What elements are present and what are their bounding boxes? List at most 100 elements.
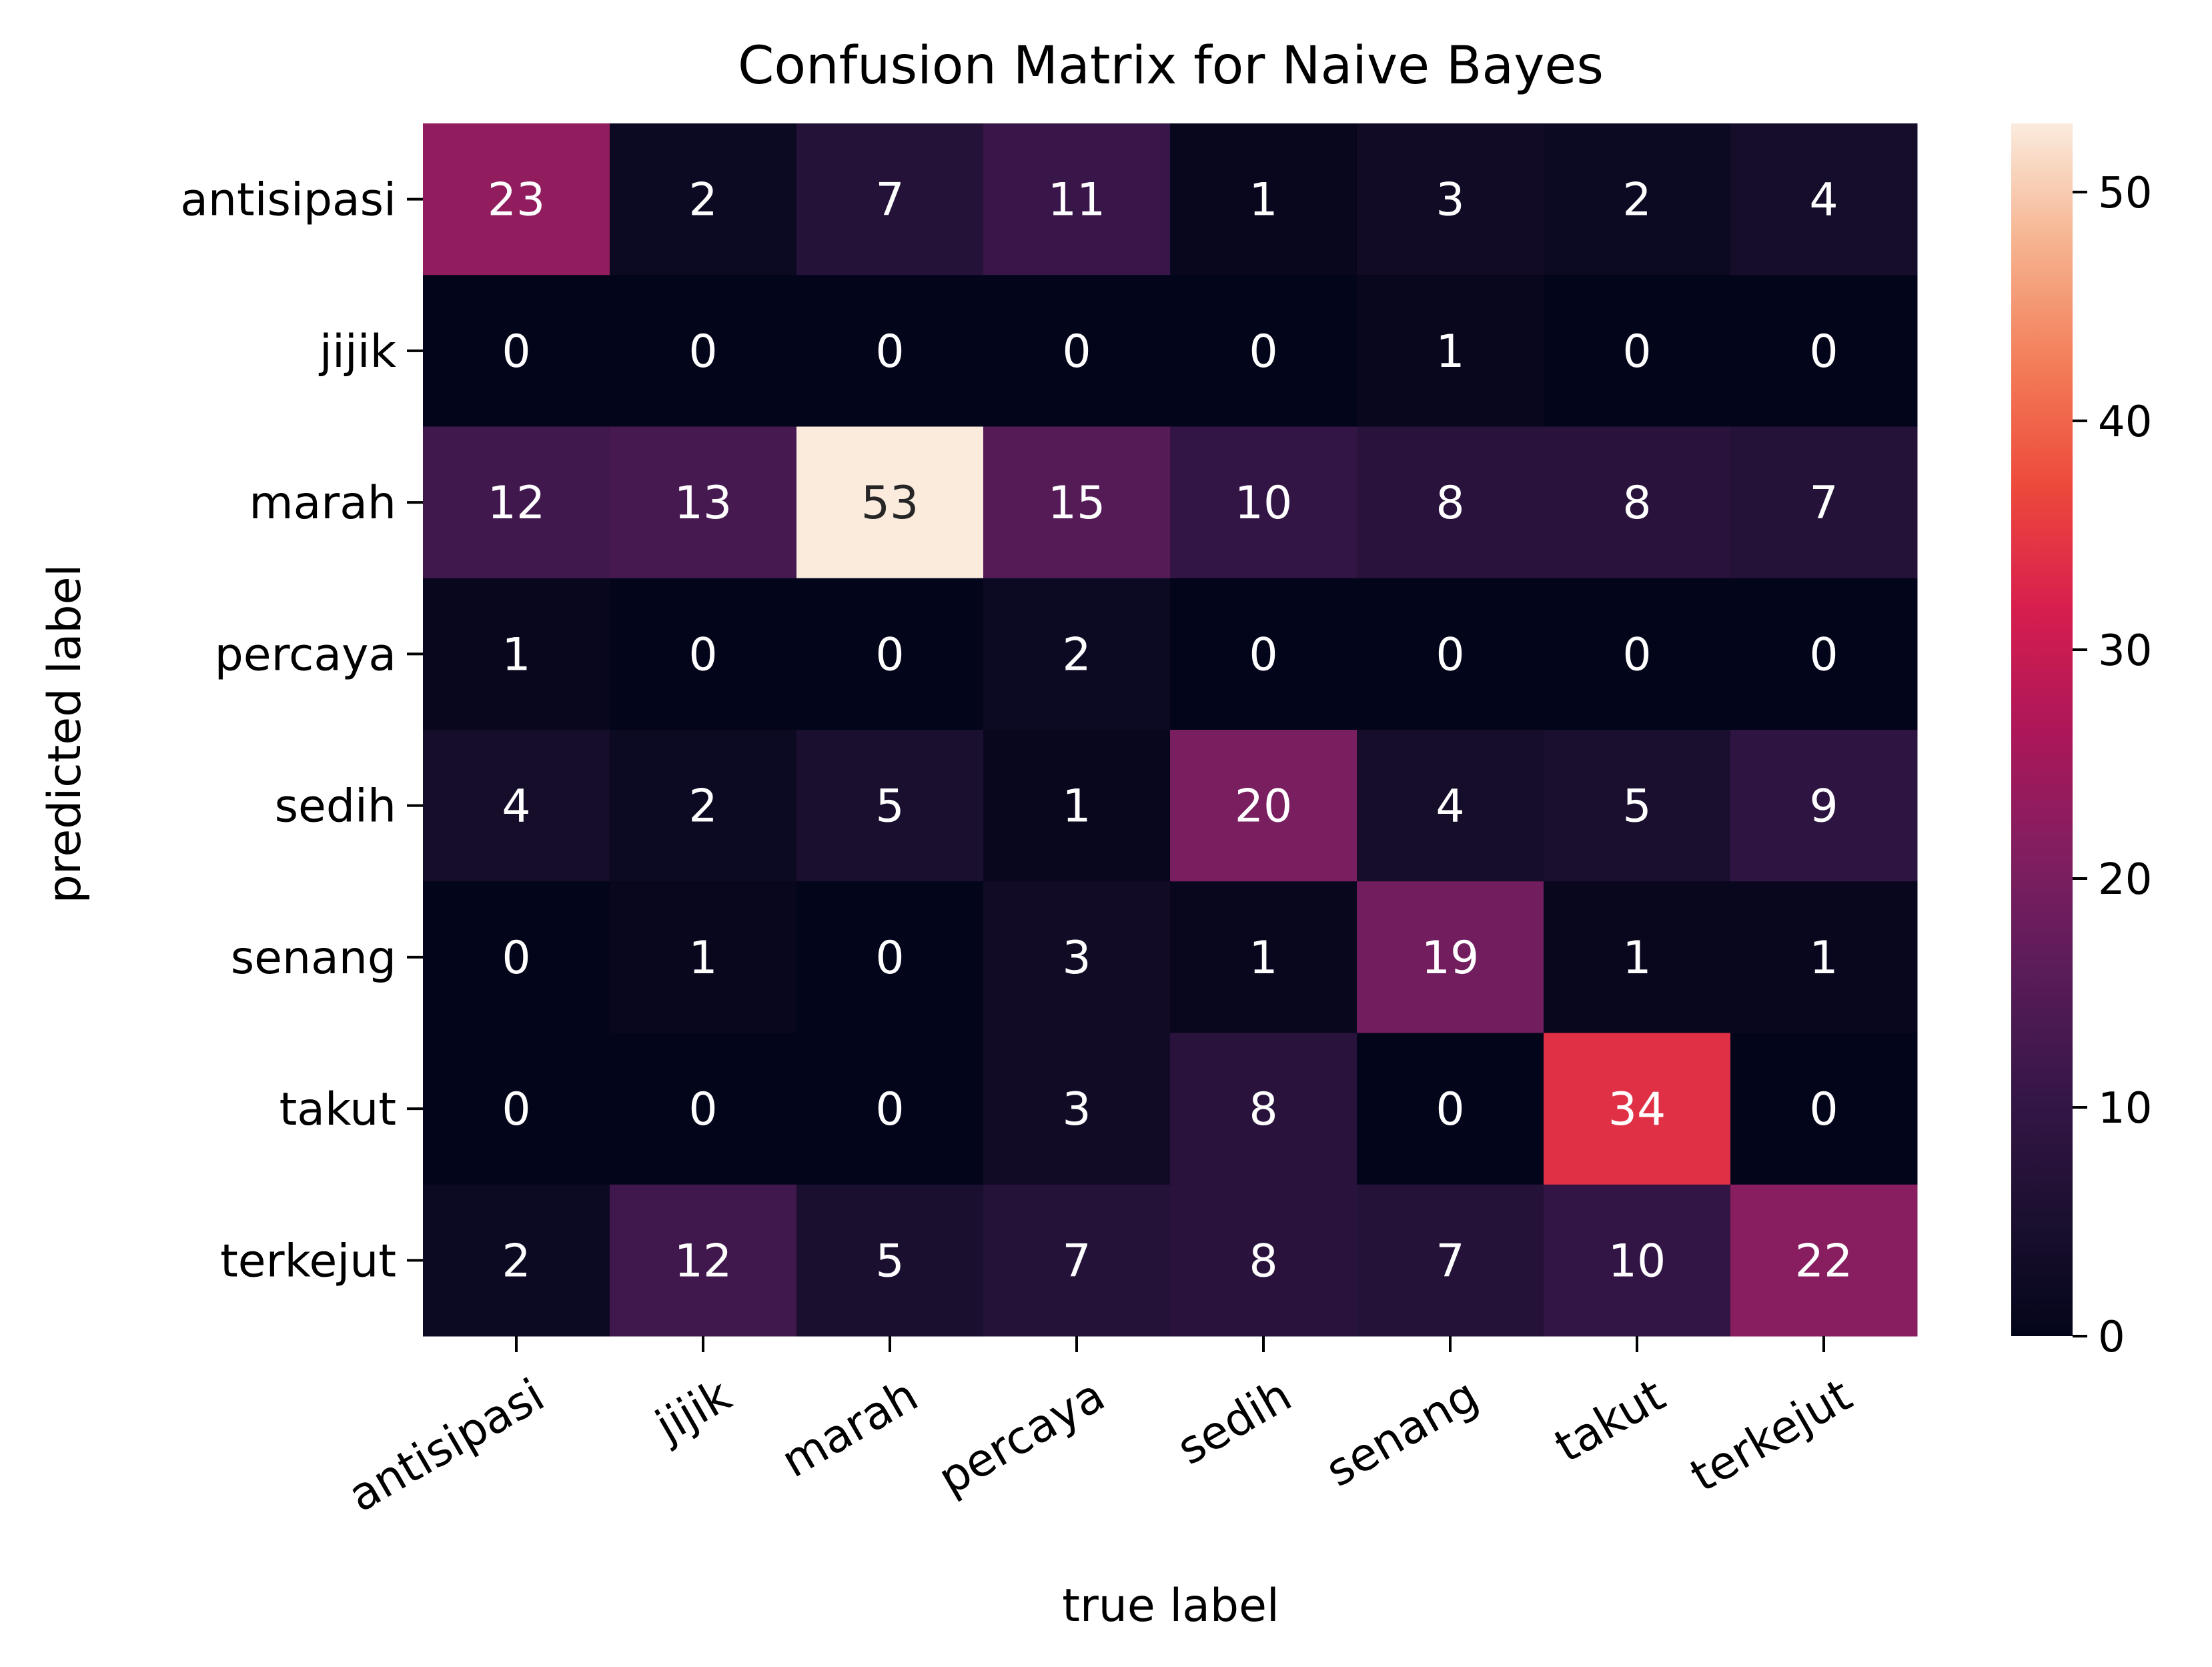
heatmap-cell (423, 1033, 610, 1185)
cell-value-label: 2 (688, 174, 717, 227)
cell-value-label: 1 (1062, 780, 1091, 833)
x-tick-label: percaya (930, 1369, 1113, 1506)
cell-value-label: 0 (688, 1083, 717, 1136)
cell-value-label: 8 (1249, 1235, 1277, 1287)
x-tick-label: terkejut (1682, 1369, 1860, 1502)
heatmap-cell (1170, 730, 1357, 882)
cell-value-label: 19 (1422, 932, 1480, 985)
cell-value-label: 1 (1249, 932, 1277, 985)
heatmap-cell (423, 730, 610, 882)
heatmap-cell (1170, 1033, 1357, 1185)
cell-value-label: 7 (1436, 1235, 1464, 1287)
cell-value-label: 53 (861, 477, 919, 530)
heatmap-cell (983, 1184, 1171, 1337)
heatmap-cell (1730, 578, 1918, 730)
colorbar-tick-label: 50 (2098, 169, 2152, 218)
cell-value-label: 8 (1436, 477, 1464, 530)
heatmap-cell (796, 123, 984, 275)
cell-value-label: 15 (1048, 477, 1106, 530)
heatmap-cell (983, 881, 1171, 1033)
heatmap-cell (1170, 1184, 1357, 1337)
heatmap-cell (423, 578, 610, 730)
heatmap-cell (796, 578, 984, 730)
cell-value-label: 7 (875, 174, 904, 227)
heatmap-cell (1544, 123, 1731, 275)
colorbar-gradient (2011, 123, 2073, 1336)
y-tick-label: antisipasi (180, 174, 396, 227)
cell-value-label: 3 (1062, 1083, 1091, 1136)
cell-value-label: 0 (875, 326, 904, 378)
cell-value-label: 0 (688, 326, 717, 378)
cell-value-label: 1 (1809, 932, 1838, 985)
heatmap-cell (1730, 730, 1918, 882)
heatmap-grid: 23 2 7 11 1 3 2 40 0 0 0 0 1 0 012 13 53 15 10 8 8 71 0 0 2 0 0 0 04… (423, 123, 1918, 1337)
cell-value-label: 0 (1809, 326, 1838, 378)
heatmap-cell (610, 1033, 797, 1185)
cell-value-label: 5 (875, 780, 904, 833)
x-tick-label: antisipasi (340, 1369, 553, 1522)
cell-value-label: 8 (1622, 477, 1651, 530)
heatmap-cell (1544, 881, 1731, 1033)
heatmap-cell (423, 123, 610, 275)
heatmap-cell (1357, 275, 1544, 427)
cell-value-label: 0 (1249, 628, 1277, 681)
y-tick-label: marah (249, 477, 396, 530)
heatmap-cell (1357, 123, 1544, 275)
colorbar-tick-label: 10 (2098, 1084, 2152, 1133)
colorbar-tick-label: 40 (2098, 398, 2152, 447)
cell-value-label: 0 (688, 628, 717, 681)
heatmap-cell (1170, 123, 1357, 275)
x-tick-label: marah (773, 1369, 927, 1488)
cell-value-label: 4 (1436, 780, 1464, 833)
cell-value-label: 0 (1622, 326, 1651, 378)
heatmap-cell (1730, 123, 1918, 275)
heatmap-cell (983, 578, 1171, 730)
cell-value-label: 0 (1436, 1083, 1464, 1136)
heatmap-cell (1357, 578, 1544, 730)
heatmap-cell (610, 730, 797, 882)
y-tick-label: sedih (275, 780, 396, 833)
cell-value-label: 8 (1249, 1083, 1277, 1136)
heatmap-cell (1730, 275, 1918, 427)
cell-value-label: 0 (1436, 628, 1464, 681)
cell-value-label: 0 (1809, 628, 1838, 681)
heatmap-cell (1730, 426, 1918, 579)
y-tick-label: takut (280, 1083, 396, 1136)
heatmap-cell (1544, 578, 1731, 730)
y-tick-label: jijik (318, 326, 397, 378)
cell-value-label: 2 (502, 1235, 530, 1287)
heatmap-cell (983, 123, 1171, 275)
x-tick-label: senang (1317, 1369, 1488, 1498)
heatmap-cell (1357, 1033, 1544, 1185)
heatmap-cell (796, 881, 984, 1033)
heatmap-cell (1170, 275, 1357, 427)
cell-value-label: 10 (1235, 477, 1293, 530)
cell-value-label: 4 (1809, 174, 1838, 227)
cell-value-label: 2 (1062, 628, 1091, 681)
heatmap-cell (610, 123, 797, 275)
heatmap-cell (610, 578, 797, 730)
cell-value-label: 0 (502, 1083, 530, 1136)
cell-value-label: 0 (502, 932, 530, 985)
cell-value-label: 0 (502, 326, 530, 378)
heatmap-cell (1357, 730, 1544, 882)
chart-title: Confusion Matrix for Naive Bayes (738, 36, 1604, 96)
heatmap-cell (1544, 730, 1731, 882)
heatmap-cell (1730, 881, 1918, 1033)
heatmap-cell (1357, 1184, 1544, 1337)
x-tick-label: jijik (646, 1369, 740, 1454)
cell-value-label: 5 (1622, 780, 1651, 833)
y-axis-ticks: antisipasi jijik marah percaya sedih senang ta… (180, 174, 423, 1287)
heatmap-cell (796, 275, 984, 427)
x-axis-ticks: antisipasi jijik marah percaya sedih senang ta… (340, 1336, 1860, 1523)
cell-value-label: 0 (875, 628, 904, 681)
heatmap-cell (796, 1184, 984, 1337)
heatmap-cell (423, 426, 610, 579)
cell-value-label: 9 (1809, 780, 1838, 833)
heatmap-cell (983, 426, 1171, 579)
cell-value-label: 0 (875, 1083, 904, 1136)
heatmap-cell (796, 730, 984, 882)
heatmap-cell (983, 730, 1171, 882)
heatmap-cell (796, 426, 984, 579)
heatmap-cell (1170, 881, 1357, 1033)
